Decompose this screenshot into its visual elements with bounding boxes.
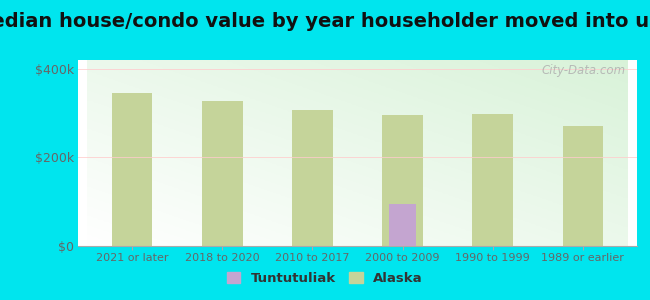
Bar — [202, 101, 242, 246]
Bar — [112, 93, 152, 246]
Text: City-Data.com: City-Data.com — [541, 64, 626, 77]
Legend: Tuntutuliak, Alaska: Tuntutuliak, Alaska — [222, 267, 428, 290]
Bar — [389, 204, 416, 246]
Bar — [292, 110, 333, 246]
Bar — [473, 114, 513, 246]
Text: Median house/condo value by year householder moved into unit: Median house/condo value by year househo… — [0, 12, 650, 31]
Bar — [563, 125, 603, 246]
Bar — [382, 116, 423, 246]
